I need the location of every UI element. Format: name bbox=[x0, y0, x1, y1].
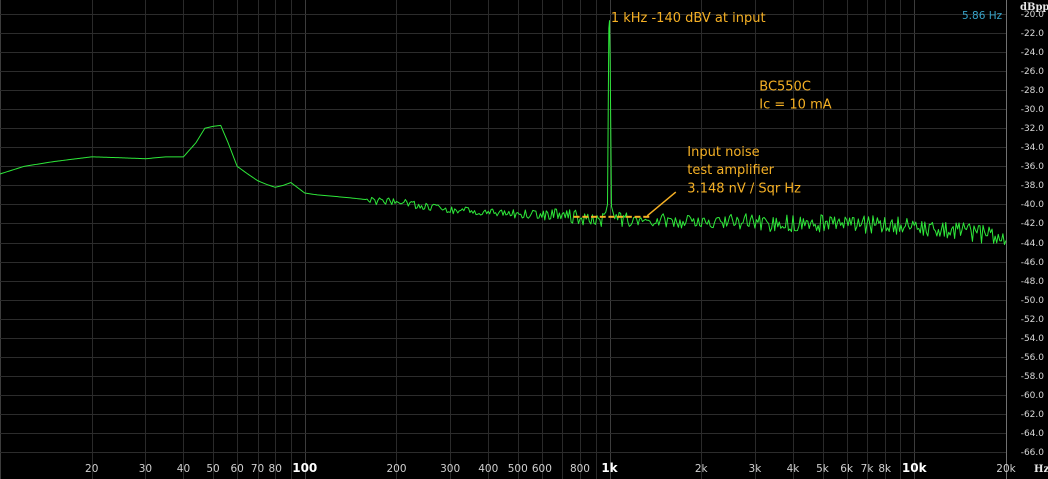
y-tick-label: -26.0 bbox=[1021, 67, 1045, 77]
annotation-text: Input noise bbox=[687, 145, 759, 160]
x-tick-label: 20 bbox=[85, 463, 98, 475]
x-tick-label: 20k bbox=[996, 463, 1016, 475]
y-tick-label: -30.0 bbox=[1021, 105, 1045, 115]
y-tick-label: -40.0 bbox=[1021, 200, 1045, 210]
annotation-group: 1 kHz -140 dBV at input BC550C Ic = 10 mA I… bbox=[611, 11, 832, 196]
annotation-leader-line bbox=[646, 191, 677, 217]
x-tick-label: 800 bbox=[570, 463, 590, 475]
annotation-text: Ic = 10 mA bbox=[759, 98, 831, 113]
x-tick-label: 80 bbox=[269, 463, 282, 475]
x-tick-label: 8k bbox=[878, 463, 892, 475]
x-tick-label: 600 bbox=[532, 463, 552, 475]
x-tick-label: 7k bbox=[861, 463, 875, 475]
x-tick-label: 30 bbox=[139, 463, 152, 475]
x-tick-label: 6k bbox=[840, 463, 854, 475]
series-line bbox=[0, 20, 1007, 245]
x-tick-label: 50 bbox=[206, 463, 219, 475]
y-axis-panel bbox=[1006, 0, 1048, 479]
y-tick-label: -66.0 bbox=[1021, 448, 1045, 458]
y-tick-label: -38.0 bbox=[1021, 181, 1045, 191]
y-tick-label: -42.0 bbox=[1021, 219, 1045, 229]
y-tick-label: -58.0 bbox=[1021, 372, 1045, 382]
x-tick-label: 70 bbox=[251, 463, 264, 475]
y-tick-label: -50.0 bbox=[1021, 296, 1045, 306]
x-tick-label: 5k bbox=[816, 463, 830, 475]
x-tick-label: 1k bbox=[601, 461, 618, 475]
y-axis-unit-label: dBpp bbox=[1020, 2, 1048, 13]
grid-lines bbox=[0, 0, 1007, 479]
x-tick-label: 200 bbox=[386, 463, 406, 475]
y-tick-label: -22.0 bbox=[1021, 29, 1045, 39]
y-tick-label: -48.0 bbox=[1021, 277, 1045, 287]
x-tick-label: 10k bbox=[902, 461, 928, 475]
y-tick-label: -56.0 bbox=[1021, 353, 1045, 363]
x-tick-label: 4k bbox=[787, 463, 801, 475]
y-tick-label: -44.0 bbox=[1021, 239, 1045, 249]
x-axis-unit-label: Hz bbox=[1034, 464, 1048, 475]
y-tick-label: -64.0 bbox=[1021, 429, 1045, 439]
x-tick-label: 500 bbox=[508, 463, 528, 475]
grid-lines-horizontal bbox=[0, 14, 1010, 453]
x-tick-label: 2k bbox=[695, 463, 709, 475]
x-tick-label: 3k bbox=[749, 463, 763, 475]
y-tick-labels: -20.0 -22.0 -24.0 -26.0 -28.0 -30.0 -32.0 -34.0… bbox=[1021, 10, 1045, 458]
x-tick-label: 400 bbox=[478, 463, 498, 475]
annotation-text: test amplifier bbox=[687, 163, 774, 178]
y-tick-label: -34.0 bbox=[1021, 143, 1045, 153]
x-tick-label: 300 bbox=[440, 463, 460, 475]
series-group bbox=[0, 20, 1007, 245]
y-tick-label: -62.0 bbox=[1021, 410, 1045, 420]
y-tick-label: -46.0 bbox=[1021, 258, 1045, 268]
y-tick-label: -54.0 bbox=[1021, 334, 1045, 344]
x-tick-label: 40 bbox=[177, 463, 190, 475]
y-tick-label: -36.0 bbox=[1021, 162, 1045, 172]
annotation-text: 1 kHz -140 dBV at input bbox=[611, 11, 766, 26]
y-tick-label: -20.0 bbox=[1021, 10, 1045, 20]
annotation-text: 3.148 nV / Sqr Hz bbox=[687, 181, 801, 196]
y-tick-label: -52.0 bbox=[1021, 315, 1045, 325]
y-tick-label: -60.0 bbox=[1021, 391, 1045, 401]
x-tick-labels: 20 30 40 50 60 70 80 100 200 300 400 500 600 800 1k 2k 3… bbox=[85, 461, 1017, 475]
resolution-label: 5.86 Hz bbox=[962, 10, 1003, 22]
y-tick-label: -32.0 bbox=[1021, 124, 1045, 134]
x-tick-label: 60 bbox=[230, 463, 243, 475]
y-tick-label: -28.0 bbox=[1021, 86, 1045, 96]
x-tick-label: 100 bbox=[292, 461, 317, 475]
y-tick-label: -24.0 bbox=[1021, 48, 1045, 58]
annotation-text: BC550C bbox=[759, 79, 811, 94]
